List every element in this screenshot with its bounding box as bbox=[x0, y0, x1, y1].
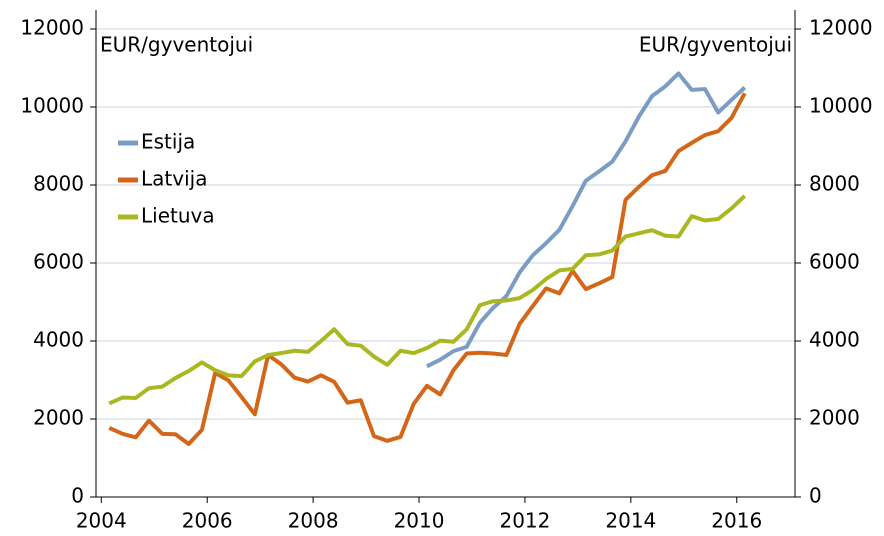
y-tick-label: 4000 bbox=[33, 328, 84, 352]
x-tick-label: 2014 bbox=[605, 509, 656, 533]
x-tick-label: 2016 bbox=[711, 509, 762, 533]
y-tick-label: 10000 bbox=[20, 94, 84, 118]
y2-tick-label: 10000 bbox=[809, 94, 873, 118]
x-tick-label: 2004 bbox=[76, 509, 127, 533]
right-unit-label: EUR/gyventojui bbox=[639, 33, 792, 57]
series-line bbox=[426, 71, 747, 369]
y-tick-label: 6000 bbox=[33, 250, 84, 274]
y-tick-label: 12000 bbox=[20, 16, 84, 40]
legend-label: Lietuva bbox=[141, 204, 215, 228]
y2-tick-label: 6000 bbox=[809, 250, 860, 274]
x-tick-label: 2012 bbox=[499, 509, 550, 533]
y2-tick-label: 8000 bbox=[809, 172, 860, 196]
legend-label: Latvija bbox=[141, 167, 207, 191]
y2-tick-label: 0 bbox=[809, 484, 822, 508]
x-tick-label: 2008 bbox=[288, 509, 339, 533]
y2-tick-label: 2000 bbox=[809, 406, 860, 430]
x-tick-label: 2010 bbox=[394, 509, 445, 533]
y-tick-label: 8000 bbox=[33, 172, 84, 196]
y-tick-label: 0 bbox=[71, 484, 84, 508]
legend-label: Estija bbox=[141, 130, 195, 154]
x-tick-label: 2006 bbox=[182, 509, 233, 533]
left-unit-label: EUR/gyventojui bbox=[100, 33, 253, 57]
series-line bbox=[108, 194, 747, 406]
y-tick-label: 2000 bbox=[33, 406, 84, 430]
y2-tick-label: 12000 bbox=[809, 16, 873, 40]
y2-tick-label: 4000 bbox=[809, 328, 860, 352]
series-line bbox=[108, 92, 747, 446]
